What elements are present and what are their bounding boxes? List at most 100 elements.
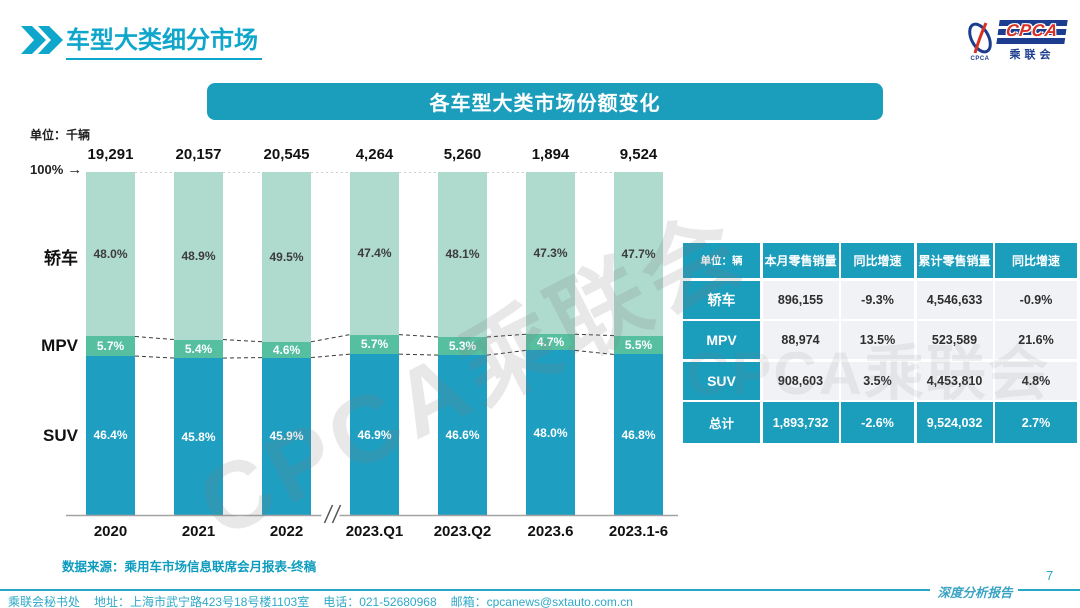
cpca-logo-tiny-text: CPCA: [970, 56, 990, 62]
table-header-cell: 单位：辆: [683, 243, 760, 278]
segment-轿车: 47.4%: [350, 172, 399, 335]
table-cell: 896,155: [762, 280, 839, 319]
footer-phone: 电话：021-52680968: [323, 595, 437, 608]
chart-title-banner: 各车型大类市场份额变化: [207, 83, 883, 120]
segment-MPV: 5.5%: [614, 335, 663, 355]
segment-轿车: 49.5%: [262, 172, 311, 342]
segment-value-label: 47.7%: [621, 246, 656, 261]
table-cell: -0.9%: [995, 280, 1077, 319]
segment-value-label: 48.1%: [445, 247, 480, 262]
segment-MPV: 5.4%: [174, 339, 223, 359]
x-axis-label: 2022: [269, 523, 304, 540]
cpca-logo-text: CPCA 乘联会: [996, 20, 1068, 62]
table-row-label: 轿车: [683, 280, 760, 319]
table-header-cell: 同比增速: [841, 243, 914, 278]
segment-value-label: 48.9%: [181, 248, 216, 263]
segment-轿车: 47.3%: [526, 172, 575, 335]
cpca-logo-icon: CPCA: [965, 20, 995, 62]
x-axis-label: 2020: [93, 523, 128, 540]
segment-value-label: 49.5%: [269, 249, 304, 264]
report-type-label: 深度分析报告: [937, 586, 1013, 600]
segment-SUV: 46.8%: [614, 354, 663, 515]
table-header-cell: 同比增速: [995, 243, 1077, 278]
right-arrow-icon: →: [67, 161, 83, 178]
footer-divider-right: [1018, 589, 1080, 591]
table-row-label: MPV: [683, 321, 760, 359]
table-cell: 4.8%: [995, 361, 1077, 400]
page-number: 7: [1046, 568, 1054, 583]
footer-address: 地址：上海市武宁路423号18号楼1103室: [94, 595, 310, 608]
bar-total-label: 19,291: [87, 146, 134, 163]
table-cell: 908,603: [762, 361, 839, 400]
x-axis-label: 2021: [181, 523, 216, 540]
segment-value-label: 46.9%: [357, 427, 392, 442]
cpca-swoosh-icon: [968, 22, 992, 54]
bar-total-label: 20,157: [175, 146, 222, 163]
cpca-subtitle: 乘联会: [1009, 49, 1055, 61]
summary-table: 单位：辆 本月零售销量 同比增速 累计零售销量 同比增速 轿车 896,155 -9.3% 4,…: [683, 243, 1077, 443]
row-label-轿车: 轿车: [44, 249, 78, 269]
bar-total-label: 4,264: [355, 146, 394, 163]
segment-value-label: 48.0%: [93, 247, 128, 262]
bar-2021: 48.9% 5.4% 45.8%: [174, 172, 223, 515]
bar-total-label: 9,524: [619, 146, 658, 163]
table-cell: 4,453,810: [916, 361, 993, 400]
segment-value-label: 45.9%: [269, 429, 304, 444]
source-note: 数据来源：乘用车市场信息联席会月报表-终稿: [62, 560, 317, 574]
table-cell: 13.5%: [841, 321, 914, 359]
segment-value-label: 4.7%: [536, 335, 565, 350]
segment-SUV: 46.4%: [86, 356, 135, 515]
page-title: 车型大类细分市场: [66, 20, 262, 60]
table-cell: 4,546,633: [916, 280, 993, 319]
double-chevron-icon: [21, 26, 63, 54]
table-row-label: 总计: [683, 402, 760, 443]
footer-divider-left: [0, 589, 930, 591]
segment-轿车: 48.0%: [86, 172, 135, 337]
segment-MPV: 4.7%: [526, 334, 575, 351]
segment-value-label: 47.3%: [533, 246, 568, 261]
bar-2023.1-6: 47.7% 5.5% 46.8%: [614, 172, 663, 515]
x-axis-label: 2023.Q2: [433, 523, 492, 540]
cpca-logo-stripes: CPCA: [996, 20, 1068, 44]
segment-value-label: 5.7%: [360, 337, 389, 352]
table-row-label: SUV: [683, 361, 760, 400]
segment-value-label: 46.6%: [445, 428, 480, 443]
x-axis-label: 2023.1-6: [608, 523, 669, 540]
table-header-cell: 累计零售销量: [916, 243, 993, 278]
segment-SUV: 45.9%: [262, 357, 311, 515]
segment-value-label: 5.3%: [448, 339, 477, 354]
segment-MPV: 5.7%: [86, 336, 135, 356]
table-cell: 2.7%: [995, 402, 1077, 443]
bar-total-label: 5,260: [443, 146, 482, 163]
hundred-percent-label: 100% →: [30, 161, 82, 178]
bar-2023.6: 47.3% 4.7% 48.0%: [526, 172, 575, 515]
bar-2020: 48.0% 5.7% 46.4%: [86, 172, 135, 515]
table-cell: 1,893,732: [762, 402, 839, 443]
table-cell: 523,589: [916, 321, 993, 359]
segment-轿车: 47.7%: [614, 172, 663, 336]
table-header-cell: 本月零售销量: [762, 243, 839, 278]
x-axis-label: 2023.Q1: [345, 523, 404, 540]
segment-MPV: 5.7%: [350, 334, 399, 355]
segment-轿车: 48.9%: [174, 172, 223, 340]
table-cell: 88,974: [762, 321, 839, 359]
table-cell: -2.6%: [841, 402, 914, 443]
cpca-acronym: CPCA: [1004, 21, 1060, 41]
segment-MPV: 4.6%: [262, 341, 311, 358]
segment-value-label: 46.4%: [93, 428, 128, 443]
segment-MPV: 5.3%: [438, 336, 487, 356]
footer-contact: 乘联会秘书处 地址：上海市武宁路423号18号楼1103室 电话：021-526…: [8, 593, 633, 608]
footer-org: 乘联会秘书处: [8, 595, 81, 608]
segment-value-label: 48.0%: [533, 425, 568, 440]
table-cell: 21.6%: [995, 321, 1077, 359]
segment-value-label: 5.7%: [96, 339, 125, 354]
segment-value-label: 5.4%: [184, 341, 213, 356]
segment-value-label: 47.4%: [357, 246, 392, 261]
bar-2023.Q1: 47.4% 5.7% 46.9%: [350, 172, 399, 515]
x-axis-label: 2023.6: [527, 523, 574, 540]
bar-total-label: 20,545: [263, 146, 310, 163]
row-label-SUV: SUV: [43, 425, 78, 445]
bar-2022: 49.5% 4.6% 45.9%: [262, 172, 311, 515]
table-cell: -9.3%: [841, 280, 914, 319]
